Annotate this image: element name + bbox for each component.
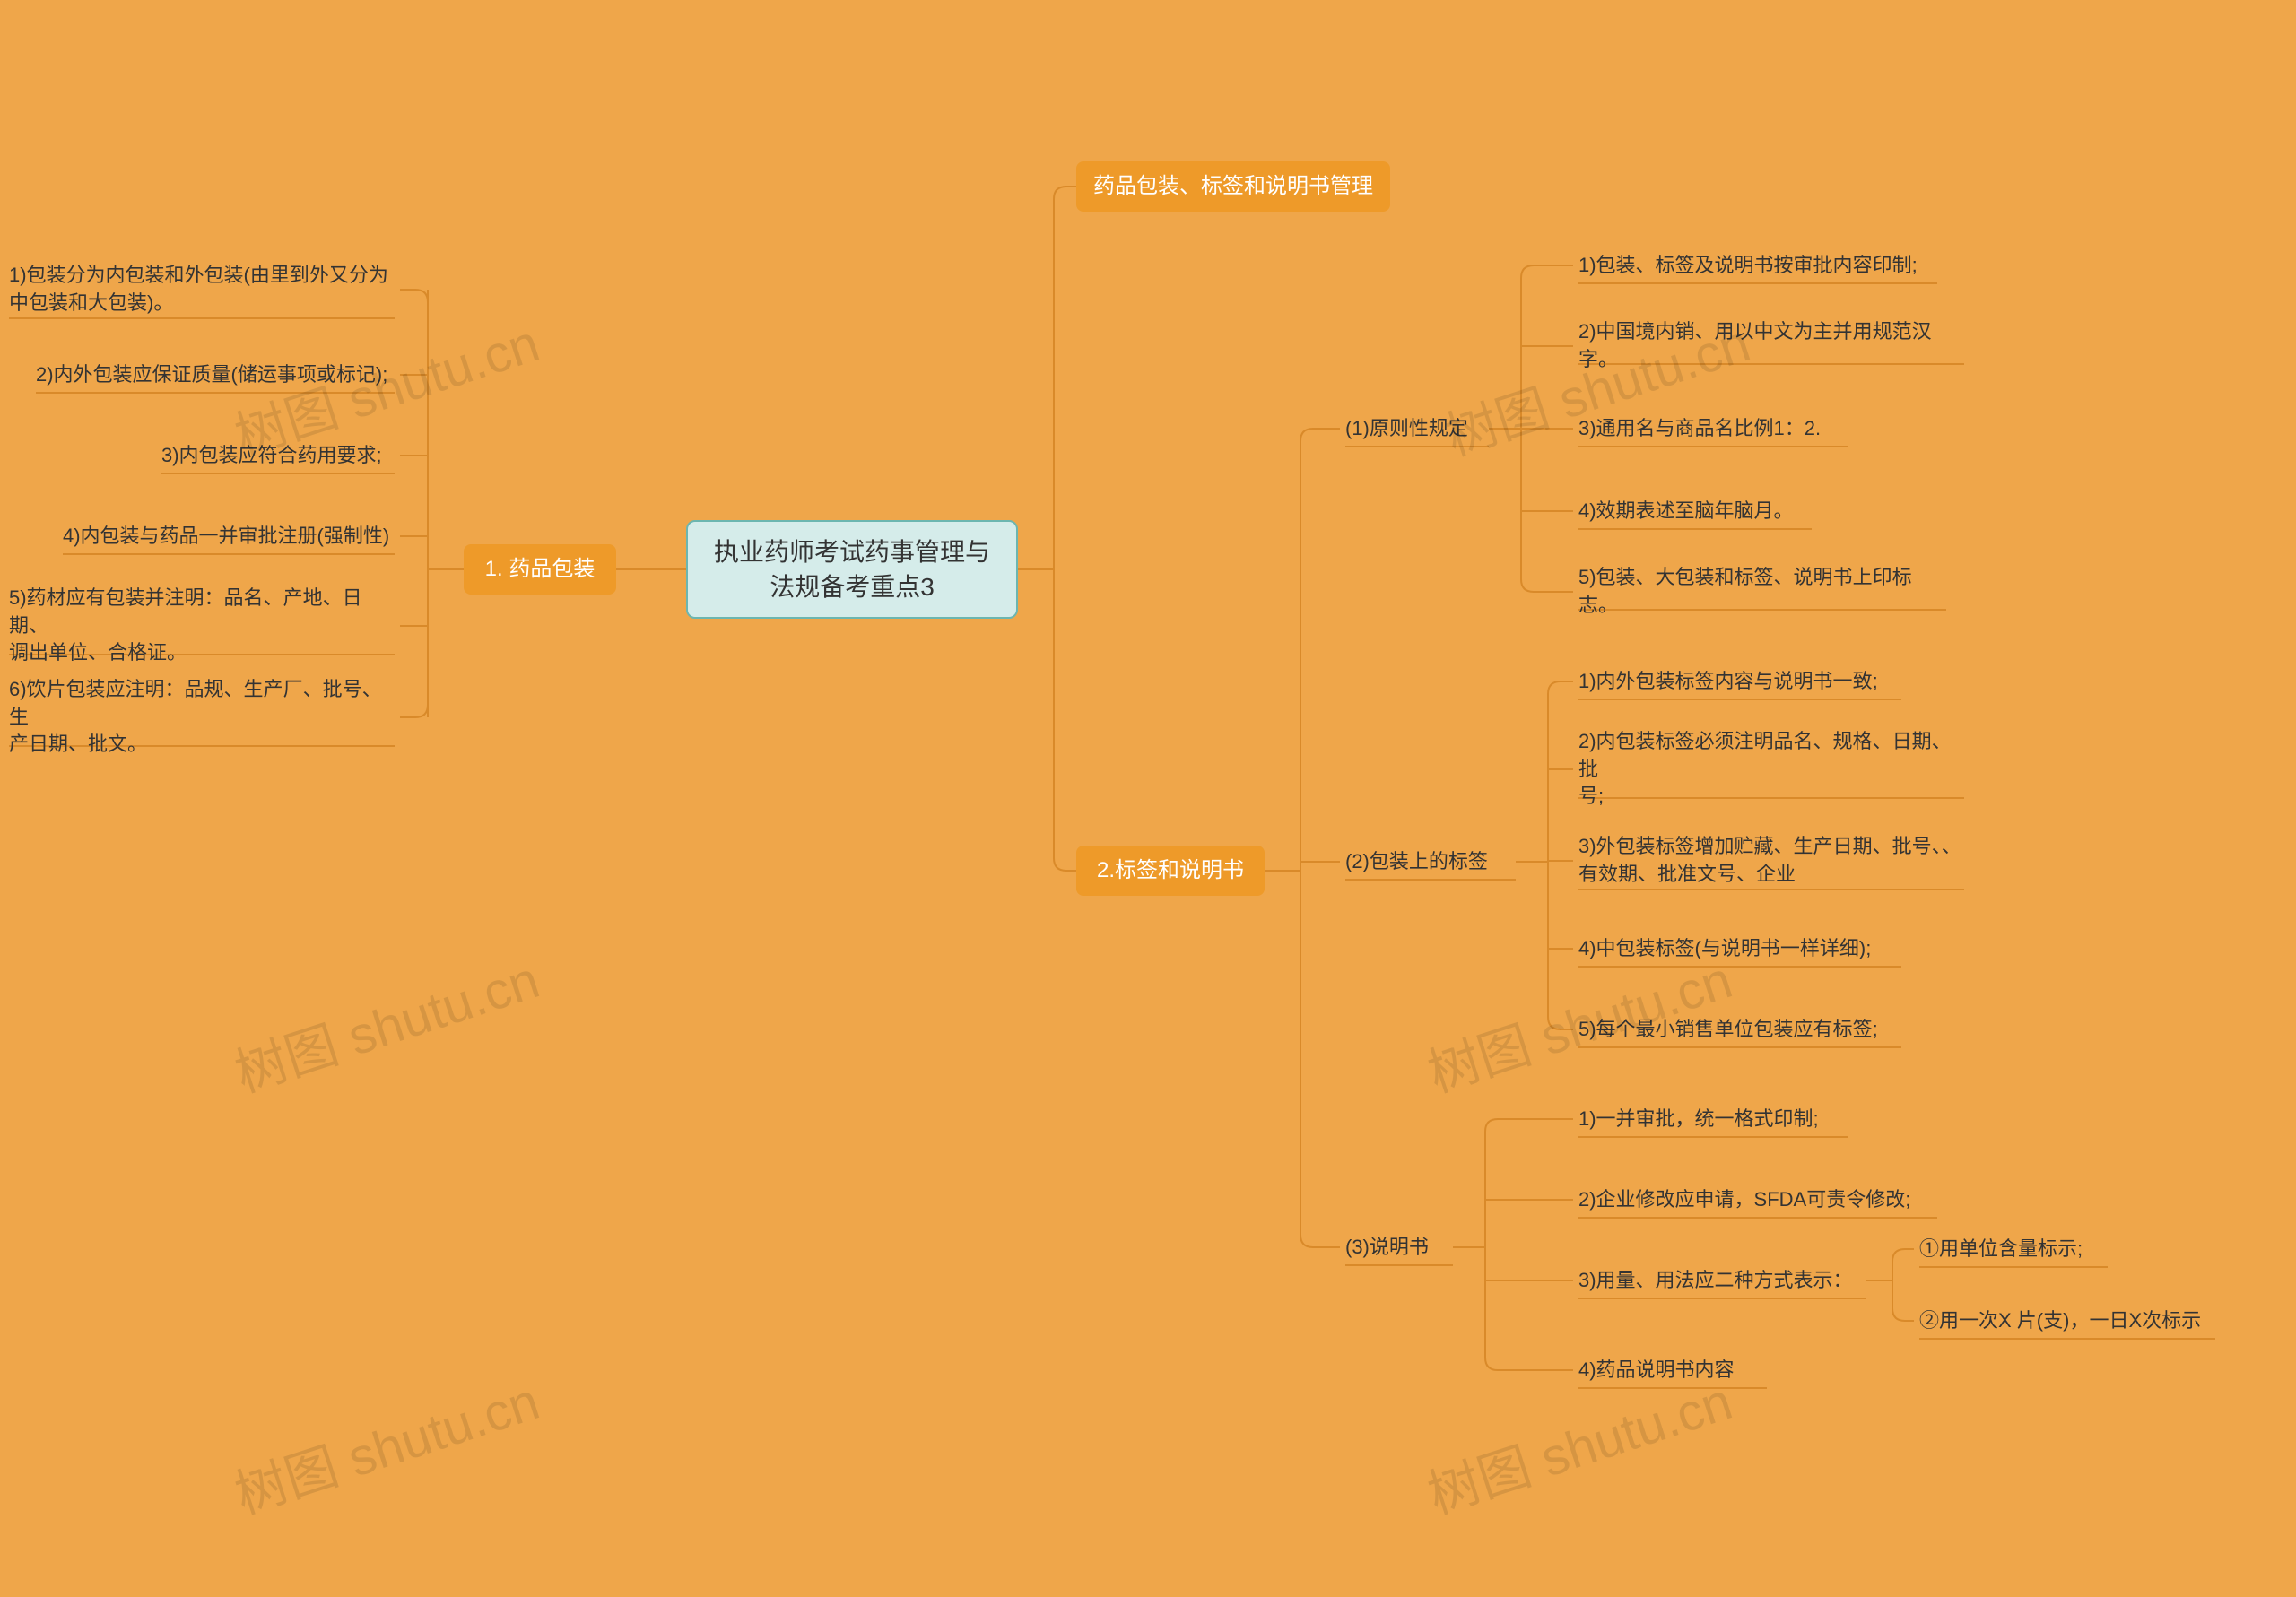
leaf-p223: 3)外包装标签增加贮藏、生产日期、批号、、 有效期、批准文号、企业 — [1578, 834, 1964, 888]
sub-s22: (2)包装上的标签 — [1345, 846, 1516, 878]
leaf-p233: 3)用量、用法应二种方式表示： — [1578, 1264, 1866, 1297]
leaf-p215: 5)包装、大包装和标签、说明书上印标志。 — [1578, 576, 1946, 608]
leaf-p2331: ①用单位含量标示; — [1919, 1233, 2108, 1265]
leaf-p234: 4)药品说明书内容 — [1578, 1354, 1767, 1386]
leaf-p214: 4)效期表述至脑年脑月。 — [1578, 495, 1812, 527]
leaf-p221: 1)内外包装标签内容与说明书一致; — [1578, 665, 1901, 698]
leaf-p212: 2)中国境内销、用以中文为主并用规范汉字。 — [1578, 330, 1964, 362]
leaf-l1d: 4)内包装与药品一并审批注册(强制性) — [63, 520, 395, 552]
branch-labels: 2.标签和说明书 — [1076, 846, 1265, 896]
leaf-p213: 3)通用名与商品名比例1：2. — [1578, 412, 1848, 445]
leaf-l1f: 6)饮片包装应注明：品规、生产厂、批号、生 产日期、批文。 — [9, 690, 395, 744]
leaf-p2332: ②用一次X 片(支)，一日X次标示 — [1919, 1305, 2215, 1337]
leaf-p225: 5)每个最小销售单位包装应有标签; — [1578, 1013, 1901, 1046]
leaf-l1e: 5)药材应有包装并注明：品名、产地、日期、 调出单位、合格证。 — [9, 599, 395, 653]
sub-s23: (3)说明书 — [1345, 1231, 1453, 1263]
branch-header: 药品包装、标签和说明书管理 — [1076, 161, 1390, 212]
branch-packaging: 1. 药品包装 — [464, 544, 616, 595]
root-node: 执业药师考试药事管理与 法规备考重点3 — [686, 520, 1018, 619]
leaf-p224: 4)中包装标签(与说明书一样详细); — [1578, 933, 1901, 965]
leaf-p222: 2)内包装标签必须注明品名、规格、日期、批 号; — [1578, 742, 1964, 796]
leaf-p231: 1)一并审批，统一格式印制; — [1578, 1103, 1848, 1135]
leaf-l1c: 3)内包装应符合药用要求; — [161, 439, 395, 472]
leaf-l1b: 2)内外包装应保证质量(储运事项或标记); — [36, 359, 395, 391]
leaf-p211: 1)包装、标签及说明书按审批内容印制; — [1578, 249, 1937, 282]
leaf-l1a: 1)包装分为内包装和外包装(由里到外又分为 中包装和大包装)。 — [9, 263, 395, 317]
leaf-p232: 2)企业修改应申请，SFDA可责令修改; — [1578, 1184, 1937, 1216]
sub-s21: (1)原则性规定 — [1345, 412, 1489, 445]
